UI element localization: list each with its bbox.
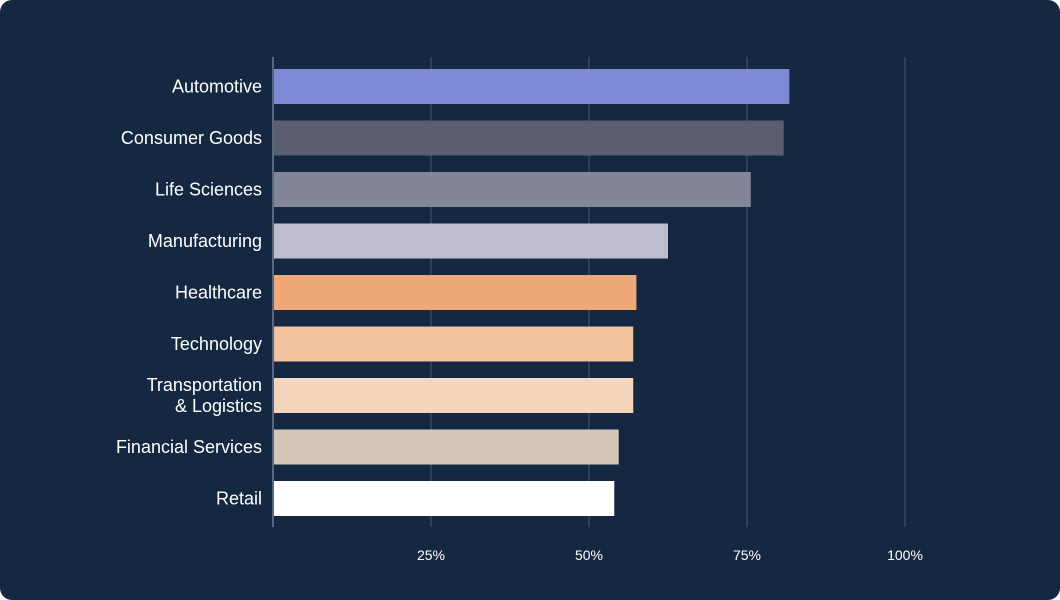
- x-tick-label: 100%: [887, 547, 923, 563]
- category-label: Healthcare: [175, 283, 262, 303]
- bar: [274, 120, 784, 156]
- bar: [274, 172, 751, 207]
- x-tick-label: 75%: [733, 547, 761, 563]
- category-label: Life Sciences: [155, 180, 262, 200]
- category-label: Consumer Goods: [121, 128, 262, 148]
- category-label: Automotive: [172, 77, 262, 97]
- category-label: Retail: [216, 489, 262, 509]
- bar: [274, 378, 634, 413]
- bar: [274, 69, 790, 104]
- bar: [274, 326, 634, 362]
- category-labels: Automotive Consumer Goods Life Sciences Man…: [116, 77, 262, 509]
- category-label: Manufacturing: [148, 231, 262, 251]
- category-label: Transportation & Logistics: [147, 375, 262, 416]
- bar: [274, 481, 615, 516]
- category-label: Technology: [171, 334, 262, 354]
- bars: [274, 69, 790, 516]
- bar: [274, 223, 668, 259]
- bar: [274, 275, 637, 310]
- bar: [274, 429, 619, 465]
- x-tick-label: 50%: [575, 547, 603, 563]
- x-axis-ticks: 25% 50% 75% 100%: [417, 547, 923, 563]
- category-label: Financial Services: [116, 437, 262, 457]
- x-tick-label: 25%: [417, 547, 445, 563]
